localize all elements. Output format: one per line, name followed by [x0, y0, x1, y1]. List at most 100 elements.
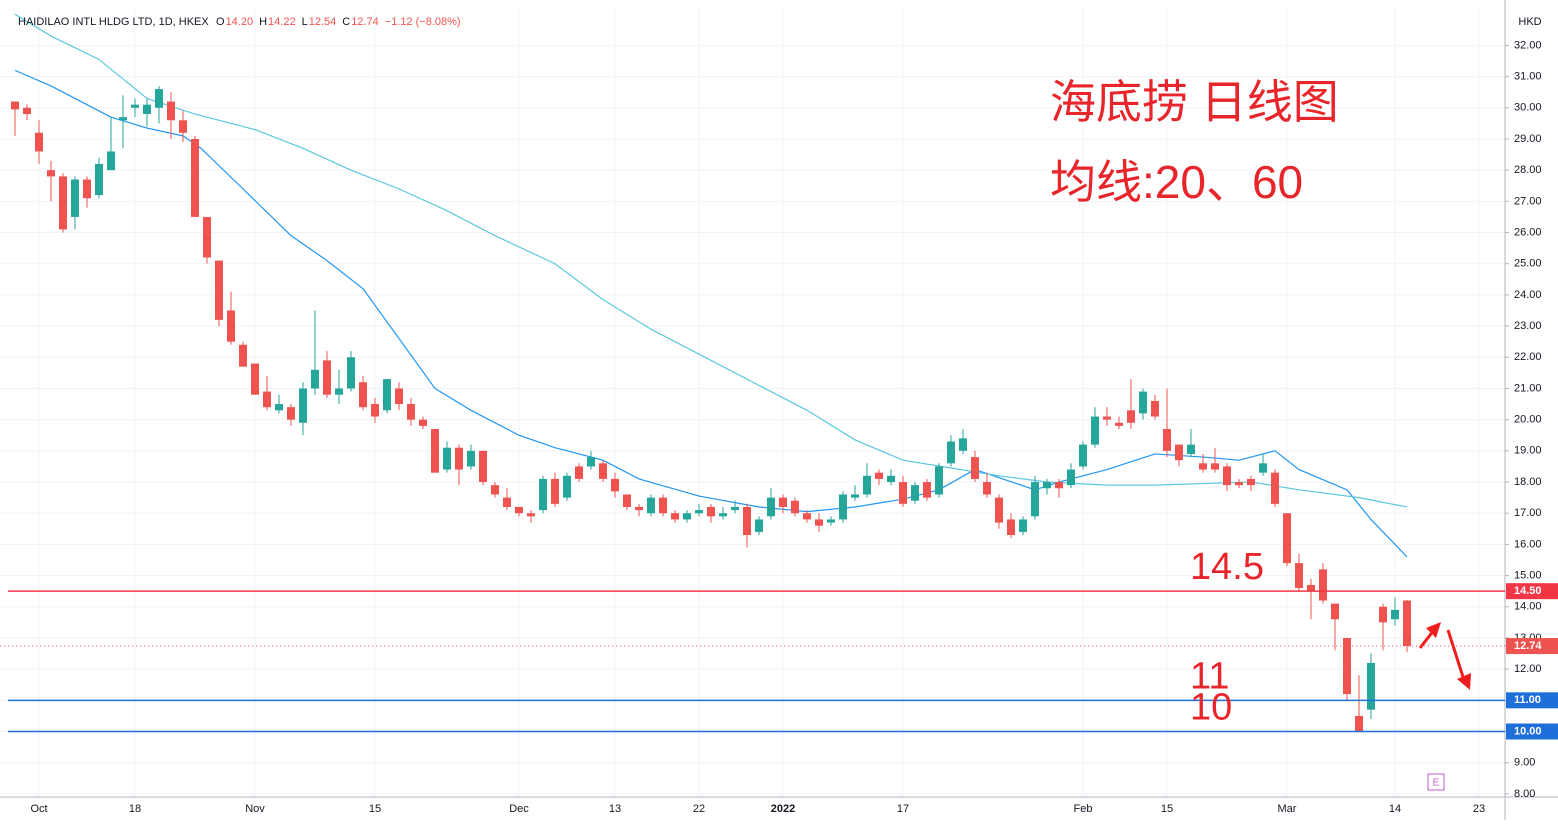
ohlc-change: −1.12 (−8.08%) [385, 16, 461, 28]
chart-title: 海底捞 日线图 [1050, 76, 1339, 128]
candle-body [839, 494, 847, 520]
candle-body [635, 506, 643, 511]
candle-body [47, 170, 55, 177]
candle-body [431, 429, 439, 473]
ohlc-value: 14.20 [226, 16, 254, 28]
arrows [1418, 622, 1471, 690]
candle-body [1319, 569, 1327, 601]
y-tick-label: 16.00 [1514, 538, 1542, 550]
candle-body [59, 176, 67, 230]
ohlc-value: 14.22 [268, 16, 296, 28]
candle-body [779, 497, 787, 507]
ohlc-key: C [342, 16, 350, 28]
candle-body [515, 506, 523, 514]
candle-body [1247, 478, 1255, 486]
candle-body [671, 513, 679, 520]
candle-body [179, 120, 187, 133]
candle-body [1283, 513, 1291, 564]
candle-body [803, 513, 811, 520]
candle-body [347, 357, 355, 389]
event-icon-label[interactable]: E [1433, 778, 1440, 789]
candle-body [455, 447, 463, 470]
candle-body [1211, 463, 1219, 470]
candle-body [659, 497, 667, 514]
candle-body [551, 478, 559, 504]
x-tick-label: 22 [693, 803, 705, 815]
candle-body [215, 260, 223, 320]
candle-body [11, 101, 19, 110]
candle-body [1043, 482, 1051, 489]
ohlc-key: O [216, 16, 225, 28]
candle-body [371, 404, 379, 417]
candle-body [491, 485, 499, 495]
candle-body [155, 89, 163, 108]
y-tick-label: 19.00 [1514, 445, 1542, 457]
candle-body [383, 379, 391, 411]
candle-body [1115, 422, 1123, 426]
x-tick-label: 14 [1389, 803, 1401, 815]
candle-body [875, 472, 883, 479]
candle-body [647, 497, 655, 514]
candle-body [767, 497, 775, 517]
moving-average [14, 13, 1408, 508]
x-tick-label: 2022 [771, 803, 795, 815]
candle-body [1079, 444, 1087, 467]
y-tick-label: 24.00 [1514, 289, 1542, 301]
currency: HKD [1518, 16, 1541, 28]
x-tick-label: Dec [509, 803, 529, 815]
candle-body [311, 369, 319, 389]
candle-body [899, 482, 907, 504]
level-annotation: 10 [1190, 687, 1232, 729]
candle-body [1355, 715, 1363, 732]
event-icon[interactable] [1427, 773, 1445, 791]
ohlc-value: 12.74 [351, 16, 379, 28]
y-tick-label: 9.00 [1514, 757, 1535, 769]
arrow-head [1426, 622, 1441, 638]
level-label: 10.00 [1514, 725, 1542, 737]
level-label: 14.50 [1514, 585, 1542, 597]
y-tick-label: 28.00 [1514, 164, 1542, 176]
candle-body [959, 438, 967, 451]
candle-body [695, 510, 703, 514]
candle-body [827, 519, 835, 523]
candle-body [527, 513, 535, 517]
y-tick-label: 21.00 [1514, 382, 1542, 394]
candle-body [359, 382, 367, 408]
candle-body [1295, 563, 1303, 589]
candle-body [707, 506, 715, 517]
candle-body [755, 519, 763, 532]
x-tick-label: 15 [1161, 803, 1173, 815]
candle-body [1331, 603, 1339, 620]
candle-body [503, 497, 511, 507]
y-tick-label: 31.00 [1514, 71, 1542, 83]
y-tick-label: 27.00 [1514, 195, 1542, 207]
y-tick-label: 26.00 [1514, 226, 1542, 238]
candle-body [299, 388, 307, 423]
candle-body [731, 506, 739, 511]
y-tick-label: 32.00 [1514, 39, 1542, 51]
candle-body [1139, 391, 1147, 414]
candle-body [1367, 662, 1375, 710]
candle-body [1343, 637, 1351, 695]
candle-body [83, 179, 91, 199]
candle-body [1175, 444, 1183, 461]
y-tick-label: 15.00 [1514, 569, 1542, 581]
candle-body [227, 310, 235, 342]
y-tick-label: 14.00 [1514, 601, 1542, 613]
candle-body [1271, 472, 1279, 504]
candle-body [443, 447, 451, 470]
y-tick-label: 12.00 [1514, 663, 1542, 675]
candle-body [1223, 466, 1231, 486]
candle-body [983, 482, 991, 495]
x-tick-label: Mar [1278, 803, 1297, 815]
ohlc-key: L [302, 16, 308, 28]
candle-body [599, 463, 607, 479]
candle-body [911, 485, 919, 501]
candle-body [1235, 482, 1243, 486]
candle-body [479, 450, 487, 483]
candle-body [1103, 416, 1111, 420]
candle-body [611, 478, 619, 492]
